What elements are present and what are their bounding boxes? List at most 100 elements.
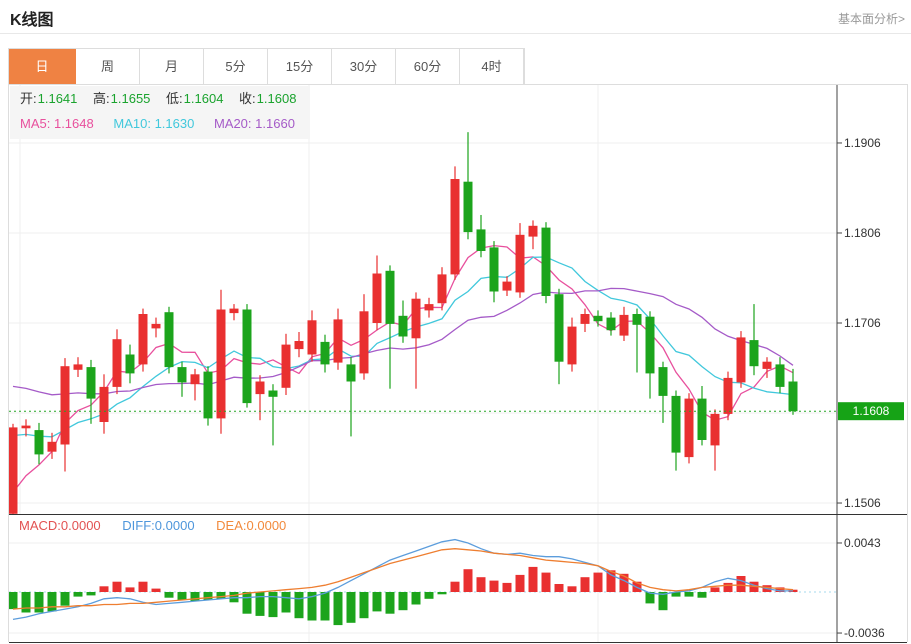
high-label: 高:: [93, 91, 110, 106]
macd-histogram-bar: [723, 582, 733, 592]
interval-tab-15分[interactable]: 15分: [268, 49, 332, 84]
macd-histogram-bar: [216, 592, 226, 599]
price-tick-label: 1.1706: [844, 316, 881, 330]
ma5-label: MA5:: [20, 116, 51, 131]
macd-histogram-bar: [99, 586, 109, 592]
interval-tab-30分[interactable]: 30分: [332, 49, 396, 84]
candle: [749, 340, 759, 367]
macd-value: 0.0000: [60, 518, 101, 533]
candle: [385, 270, 395, 324]
candle: [216, 309, 226, 419]
macd-histogram-bar: [775, 587, 785, 592]
candle: [346, 364, 356, 382]
ma10-value: 1.1630: [154, 116, 195, 131]
candle: [788, 381, 798, 412]
candle: [424, 304, 434, 311]
macd-histogram-bar: [86, 592, 96, 596]
macd-histogram-bar: [463, 569, 473, 592]
candle: [138, 314, 148, 365]
ohlc-row: 开:1.1641 高:1.1655 低:1.1604 收:1.1608: [20, 86, 310, 111]
macd-histogram-bar: [164, 592, 174, 598]
macd-histogram-bar: [268, 592, 278, 618]
candle: [73, 364, 83, 370]
interval-tab-60分[interactable]: 60分: [396, 49, 460, 84]
interval-tab-月[interactable]: 月: [140, 49, 204, 84]
interval-tab-bar: 日周月 5分 15分 30分 60分 4时: [8, 48, 525, 85]
macd-histogram-bar: [34, 592, 44, 613]
candle: [437, 274, 447, 304]
candle: [580, 314, 590, 324]
candle: [671, 395, 681, 453]
macd-histogram-bar: [47, 592, 57, 612]
macd-histogram-bar: [411, 592, 421, 605]
macd-histogram-bar: [60, 592, 70, 606]
macd-histogram-bar: [593, 572, 603, 592]
macd-histogram-bar: [645, 592, 655, 604]
candle: [736, 337, 746, 383]
candle: [190, 374, 200, 385]
candle: [710, 413, 720, 446]
macd-histogram-bar: [73, 592, 83, 597]
interval-tab-日[interactable]: 日: [9, 49, 76, 84]
candle: [619, 314, 629, 336]
candle: [359, 311, 369, 374]
candle: [398, 315, 408, 337]
macd-histogram-bar: [294, 592, 304, 619]
candle: [372, 273, 382, 323]
interval-tab-5分[interactable]: 5分: [204, 49, 268, 84]
macd-histogram-bar: [424, 592, 434, 599]
candle: [658, 367, 668, 396]
macd-histogram-bar: [554, 584, 564, 592]
diff-line: [12, 538, 793, 621]
macd-histogram-bar: [112, 581, 122, 592]
macd-histogram-bar: [450, 581, 460, 592]
macd-histogram-bar: [138, 581, 148, 592]
ma20-value: 1.1660: [255, 116, 295, 131]
macd-histogram-bar: [736, 576, 746, 592]
macd-histogram-bar: [203, 592, 213, 600]
candle: [515, 234, 525, 293]
candle: [463, 181, 473, 233]
price-tick-label: 1.1506: [844, 496, 881, 510]
price-tick-label: 1.1806: [844, 226, 881, 240]
fundamental-analysis-link[interactable]: 基本面分析>: [837, 12, 905, 26]
macd-histogram-bar: [346, 592, 356, 623]
macd-tick-label: 0.0043: [844, 536, 881, 550]
ma10-label: MA10:: [113, 116, 151, 131]
macd-histogram-bar: [684, 592, 694, 597]
macd-histogram-bar: [372, 592, 382, 612]
candle: [411, 298, 421, 339]
macd-tick-label: -0.0036: [844, 626, 885, 640]
dea-label: DEA:: [216, 518, 247, 533]
macd-histogram-bar: [658, 592, 668, 611]
candle: [723, 377, 733, 414]
macd-histogram-bar: [528, 566, 538, 592]
candle: [320, 341, 330, 365]
macd-histogram-bar: [307, 592, 317, 621]
candle: [229, 308, 239, 314]
candlestick-chart[interactable]: 1.1906 1.1806 1.1706 1.1506 1.1608: [9, 85, 907, 514]
macd-histogram-bar: [177, 592, 187, 600]
macd-chart[interactable]: 0.0043 -0.0036: [9, 514, 907, 643]
macd-histogram-bar: [255, 592, 265, 616]
diff-label: DIFF:: [122, 518, 155, 533]
macd-histogram-bar: [333, 592, 343, 626]
candle: [294, 341, 304, 350]
candle: [333, 319, 343, 363]
macd-histogram-bar: [151, 588, 161, 592]
interval-tab-4时[interactable]: 4时: [460, 49, 524, 84]
macd-histogram-bar: [385, 592, 395, 614]
candle: [775, 364, 785, 387]
interval-tab-周[interactable]: 周: [76, 49, 140, 84]
macd-histogram-bar: [320, 592, 330, 621]
macd-histogram-bar: [125, 587, 135, 592]
macd-histogram-bar: [697, 592, 707, 598]
macd-histogram-bar: [9, 592, 18, 610]
candle: [541, 227, 551, 296]
ohlc-info-bar: 开:1.1641 高:1.1655 低:1.1604 收:1.1608 MA5:…: [10, 86, 310, 139]
candle: [268, 390, 278, 397]
candle: [528, 225, 538, 237]
macd-histogram-bar: [541, 572, 551, 592]
candle: [203, 371, 213, 419]
candle: [112, 339, 122, 387]
